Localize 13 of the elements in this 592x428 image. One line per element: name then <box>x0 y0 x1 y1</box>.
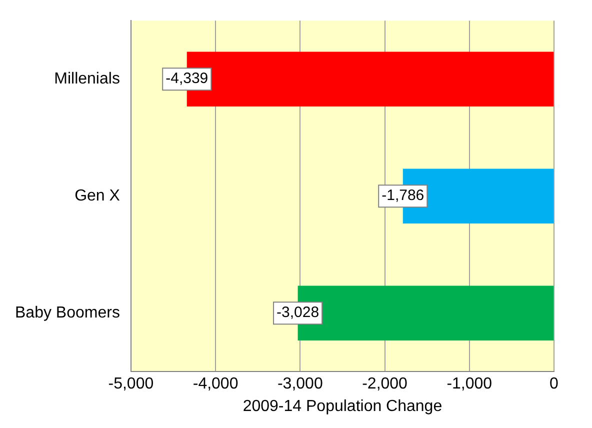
y-tick-label: Baby Boomers <box>15 304 120 322</box>
x-tick-label: -1,000 <box>446 376 492 393</box>
y-tick-label: Gen X <box>74 188 120 205</box>
data-label: -4,339 <box>166 70 208 88</box>
data-label: -1,786 <box>382 187 424 204</box>
x-tick-label: -4,000 <box>192 376 238 393</box>
x-tick-label: -3,000 <box>277 376 323 393</box>
x-tick-label: -5,000 <box>108 376 154 393</box>
x-axis-title: 2009-14 Population Change <box>242 398 442 415</box>
x-tick-label: -2,000 <box>362 376 408 393</box>
data-label: -3,028 <box>276 304 320 322</box>
x-tick-label: 0 <box>550 376 559 393</box>
y-tick-label: Millenials <box>54 70 120 88</box>
